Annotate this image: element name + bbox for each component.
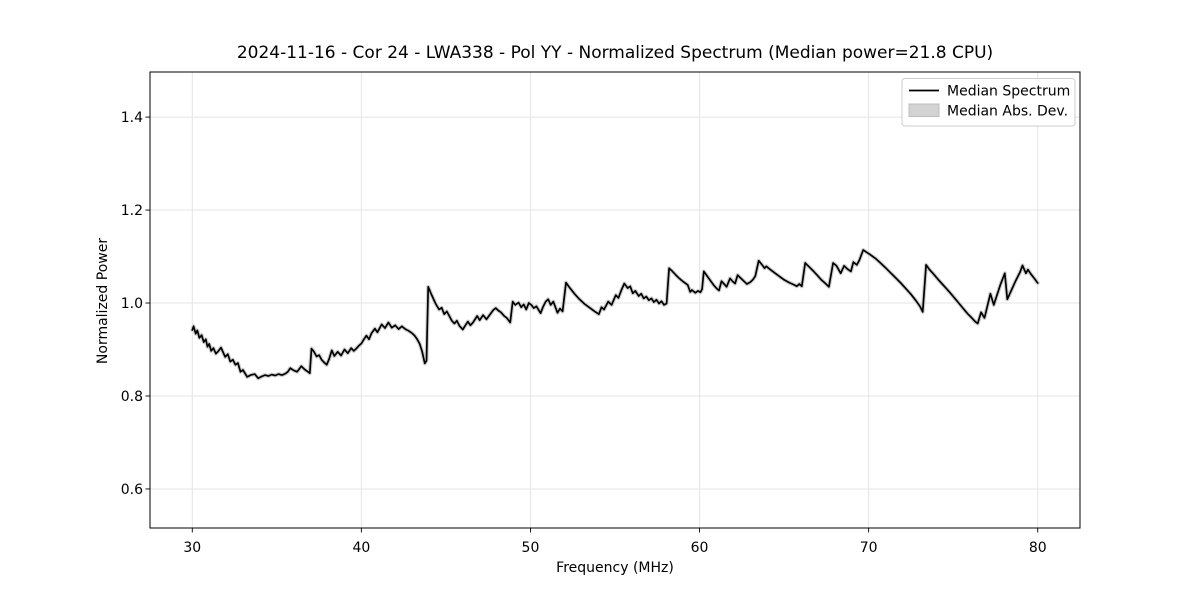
axis-ticks xyxy=(145,116,1039,533)
legend: Median Spectrum Median Abs. Dev. xyxy=(901,78,1076,127)
median-abs-dev-polyline xyxy=(190,248,1040,381)
y-tick-label: 1.0 xyxy=(121,296,143,312)
median-spectrum-line xyxy=(191,249,1039,380)
y-tick-label: 0.6 xyxy=(121,482,143,498)
y-axis-label: Normalized Power xyxy=(95,238,111,364)
x-tick-label: 40 xyxy=(352,540,370,556)
x-tick-label: 80 xyxy=(1029,540,1047,556)
y-tick-label: 1.2 xyxy=(121,203,143,219)
x-axis-label: Frequency (MHz) xyxy=(556,560,674,576)
axis-tick-labels: 30 40 50 60 70 80 0.6 0.8 1.0 1.2 1.4 xyxy=(121,110,1047,556)
legend-label-median-spectrum: Median Spectrum xyxy=(947,84,1070,100)
legend-label-median-abs-dev: Median Abs. Dev. xyxy=(947,104,1068,120)
chart-title: 2024-11-16 - Cor 24 - LWA338 - Pol YY - … xyxy=(237,43,993,63)
y-tick-label: 0.8 xyxy=(121,389,143,405)
legend-box xyxy=(901,78,1076,127)
plot-border xyxy=(149,71,1081,529)
legend-patch-sample xyxy=(908,103,940,117)
y-tick-label: 1.4 xyxy=(121,110,143,126)
median-spectrum-polyline xyxy=(191,249,1039,380)
x-tick-label: 60 xyxy=(691,540,709,556)
x-tick-label: 30 xyxy=(183,540,201,556)
x-tick-label: 50 xyxy=(522,540,540,556)
x-tick-label: 70 xyxy=(860,540,878,556)
median-abs-dev-band xyxy=(190,248,1040,381)
